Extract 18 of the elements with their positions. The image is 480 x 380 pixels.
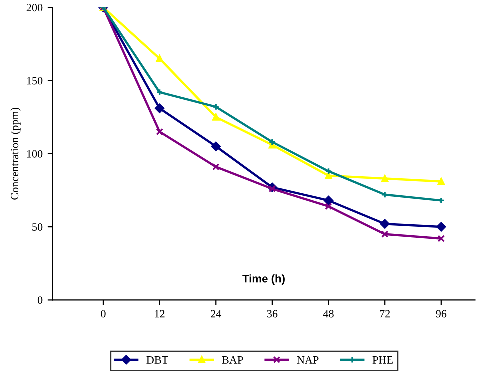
x-axis-title: Time (h) [242,274,285,285]
legend-label: BAP [222,356,244,364]
x-tick-label: 48 [323,310,334,318]
y-axis-title: Concentration (ppm) [10,108,21,200]
y-tick-label: 150 [27,77,43,85]
y-tick-label: 100 [27,150,43,158]
legend-label: NAP [297,356,319,364]
legend-label: PHE [372,356,393,364]
x-tick-label: 0 [101,310,106,318]
x-tick-label: 24 [211,310,222,318]
x-tick-label: 72 [380,310,390,318]
y-tick-label: 0 [38,296,43,304]
x-tick-label: 12 [155,310,165,318]
legend-label: DBT [146,356,168,364]
y-tick-label: 200 [26,4,43,12]
y-tick-label: 50 [32,224,43,232]
x-tick-label: 36 [267,310,278,318]
x-tick-label: 96 [436,310,447,318]
